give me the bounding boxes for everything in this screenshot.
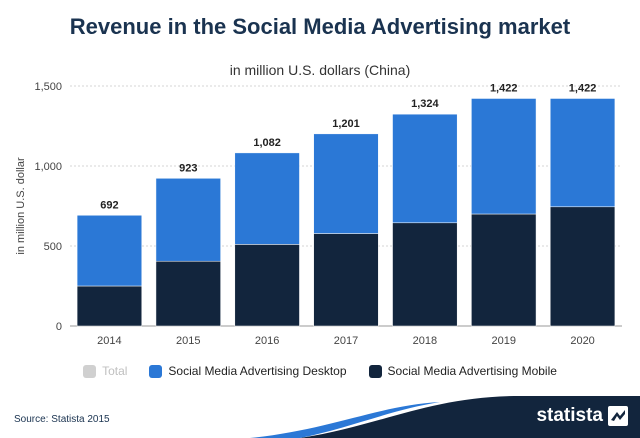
bar-desktop-2020	[549, 98, 616, 208]
total-label-2019: 1,422	[490, 82, 518, 94]
source-note: Source: Statista 2015	[14, 414, 110, 425]
total-label-2020: 1,422	[569, 82, 597, 94]
bar-desktop-2019	[471, 98, 537, 215]
bar-mobile-2015	[155, 260, 221, 327]
legend-item-mobile[interactable]: Social Media Advertising Mobile	[368, 364, 557, 378]
bar-desktop-2016	[234, 152, 300, 245]
stacked-bar-chart: 0 500 1,000 1,500 in million U.S. dollar 692 2…	[15, 81, 622, 347]
bar-desktop-2015	[155, 178, 221, 262]
x-tick-label-2017: 2017	[334, 335, 358, 347]
statista-logo[interactable]: statista	[536, 405, 628, 427]
bar-mobile-2017	[313, 233, 379, 327]
x-tick-label-2014: 2014	[97, 335, 121, 347]
y-tick-label-3: 1,500	[34, 81, 62, 93]
legend-label-desktop: Social Media Advertising Desktop	[168, 364, 347, 378]
y-tick-label-2: 1,000	[34, 161, 62, 173]
bar-mobile-2014	[76, 285, 143, 327]
bar-desktop-2017	[313, 133, 379, 234]
total-label-2015: 923	[179, 162, 197, 174]
total-label-2014: 692	[100, 199, 118, 211]
x-tick-label-2020: 2020	[570, 335, 594, 347]
chart-title: Revenue in the Social Media Advertising …	[69, 14, 571, 39]
x-tick-label-2015: 2015	[176, 335, 200, 347]
y-tick-label-0: 0	[56, 321, 62, 333]
statista-mark-icon	[608, 406, 628, 426]
legend-label-mobile: Social Media Advertising Mobile	[387, 364, 557, 378]
total-label-2017: 1,201	[332, 118, 360, 130]
legend-label-total: Total	[102, 364, 128, 378]
bar-desktop-2018	[392, 113, 458, 224]
legend-item-total[interactable]: Total	[83, 364, 127, 378]
legend-swatch-total	[83, 364, 97, 378]
y-tick-label-1: 500	[44, 241, 62, 253]
legend-swatch-desktop	[149, 364, 163, 378]
brand-name: statista	[536, 405, 603, 426]
legend-item-desktop[interactable]: Social Media Advertising Desktop	[149, 364, 347, 378]
bar-mobile-2016	[234, 244, 300, 327]
bar-desktop-2014	[76, 215, 143, 287]
chart-legend: Total Social Media Advertising Desktop S…	[0, 364, 640, 378]
legend-swatch-mobile	[368, 364, 382, 378]
total-label-2016: 1,082	[253, 137, 281, 149]
bar-mobile-2018	[392, 222, 458, 327]
bar-mobile-2020	[549, 206, 616, 327]
x-tick-label-2016: 2016	[255, 335, 279, 347]
x-tick-label-2019: 2019	[491, 335, 515, 347]
bar-mobile-2019	[471, 213, 537, 327]
total-label-2018: 1,324	[411, 98, 439, 110]
x-tick-label-2018: 2018	[413, 335, 437, 347]
y-axis-title: in million U.S. dollar	[15, 157, 27, 255]
chart-subtitle: in million U.S. dollars (China)	[229, 62, 411, 78]
